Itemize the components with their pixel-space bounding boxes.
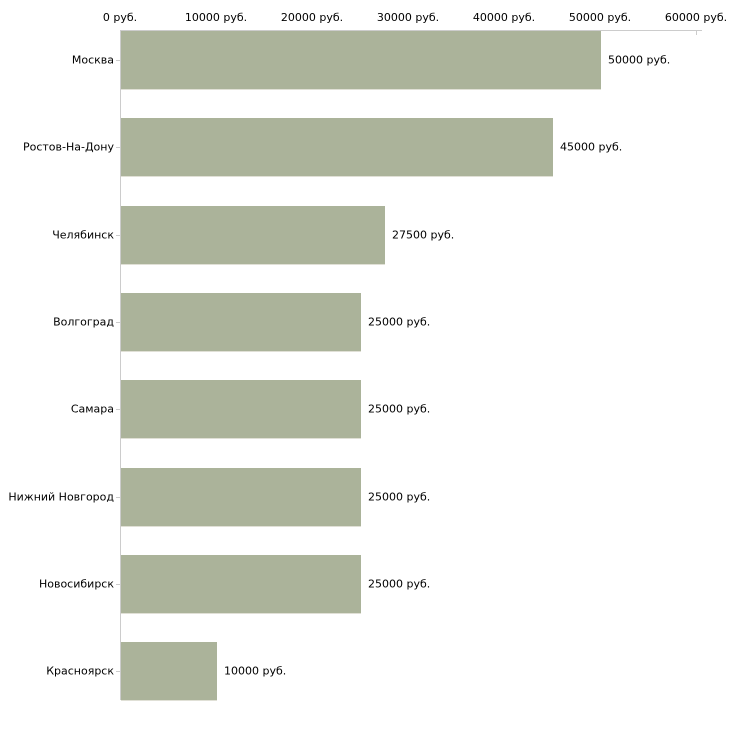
x-tick-label: 60000 руб. <box>664 11 728 24</box>
x-tick-label: 40000 руб. <box>472 11 536 24</box>
bar-value-label: 27500 руб. <box>392 228 455 242</box>
bar-value-label: 25000 руб. <box>368 402 431 416</box>
y-axis-line <box>120 30 121 701</box>
bar <box>121 205 385 265</box>
bar <box>121 292 361 352</box>
category-label: Ростов-На-Дону <box>22 140 114 154</box>
category-tick-mark <box>116 496 120 498</box>
bar-value-label: 45000 руб. <box>560 140 623 154</box>
category-tick-mark <box>116 409 120 411</box>
bar <box>121 642 217 702</box>
category-label: Новосибирск <box>38 577 114 591</box>
category-label: Челябинск <box>52 228 114 242</box>
category-tick-mark <box>116 583 120 585</box>
category-label: Самара <box>70 402 114 416</box>
category-tick-mark <box>116 234 120 236</box>
category-label: Москва <box>71 53 114 67</box>
category-label: Красноярск <box>46 664 114 678</box>
x-tick-label: 0 руб. <box>102 11 138 24</box>
bar-value-label: 10000 руб. <box>224 664 287 678</box>
category-label: Нижний Новгород <box>8 490 114 503</box>
bar-value-label: 25000 руб. <box>368 490 431 503</box>
x-tick-label: 20000 руб. <box>280 11 344 24</box>
x-tick-label: 50000 руб. <box>568 11 632 24</box>
bar <box>121 554 361 614</box>
bar-value-label: 25000 руб. <box>368 315 431 329</box>
x-tick-label: 30000 руб. <box>376 11 440 24</box>
bar <box>121 118 553 178</box>
x-tick-mark <box>120 30 121 35</box>
bar <box>121 467 361 527</box>
category-tick-mark <box>116 671 120 673</box>
bar-value-label: 50000 руб. <box>608 53 671 67</box>
category-tick-mark <box>116 321 120 323</box>
bar <box>121 380 361 440</box>
bar <box>121 31 601 90</box>
category-tick-mark <box>116 60 120 61</box>
bar-value-label: 25000 руб. <box>368 577 431 591</box>
category-tick-mark <box>116 147 120 149</box>
x-axis-line <box>120 30 702 31</box>
x-tick-label: 10000 руб. <box>184 11 248 24</box>
category-label: Волгоград <box>53 315 114 329</box>
x-tick-mark <box>696 30 697 35</box>
